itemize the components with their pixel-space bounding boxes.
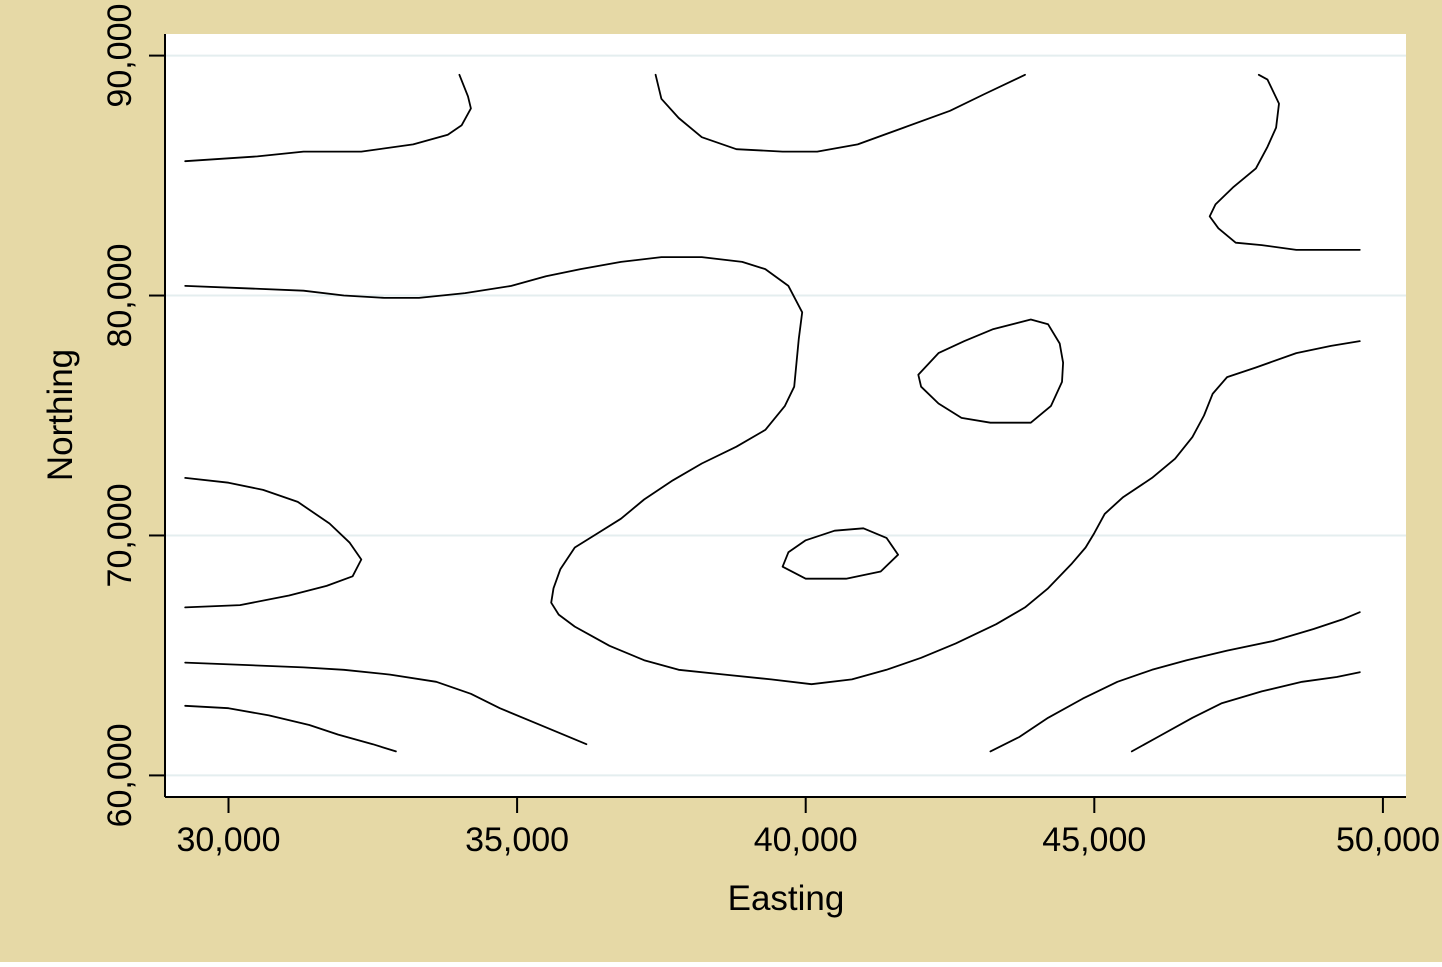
- ticks: 60,000 70,000 80,000 90,000 30,000 35,000 40,0…: [101, 4, 1440, 859]
- contour-line-9: [184, 704, 397, 753]
- x-tick-label: 50,000: [1336, 821, 1440, 859]
- y-tick-label: 90,000: [101, 4, 139, 108]
- contour-lines: [184, 73, 1361, 753]
- x-tick-label: 40,000: [754, 821, 858, 859]
- x-tick-label: 30,000: [176, 821, 280, 859]
- contour-line-8: [184, 661, 588, 746]
- contour-line-5: [917, 318, 1064, 424]
- contour-line-6: [184, 477, 363, 609]
- contour-line-2: [654, 73, 1026, 153]
- contour-line-10: [989, 611, 1361, 753]
- y-tick-label: 60,000: [101, 723, 139, 827]
- x-tick-label: 35,000: [465, 821, 569, 859]
- y-axis-label: Northing: [41, 349, 80, 481]
- x-tick-label: 45,000: [1042, 821, 1146, 859]
- y-tick-label: 70,000: [101, 483, 139, 587]
- contour-line-7: [781, 527, 899, 580]
- x-axis-label: Easting: [728, 879, 845, 918]
- contour-line-1: [184, 73, 472, 163]
- y-tick-label: 80,000: [101, 244, 139, 348]
- axes: [164, 34, 1406, 798]
- plot-area: [165, 34, 1406, 797]
- gridlines: [166, 54, 1406, 777]
- contour-line-3: [1208, 73, 1361, 251]
- contour-line-4: [184, 256, 1361, 686]
- contour-line-11: [1130, 671, 1361, 753]
